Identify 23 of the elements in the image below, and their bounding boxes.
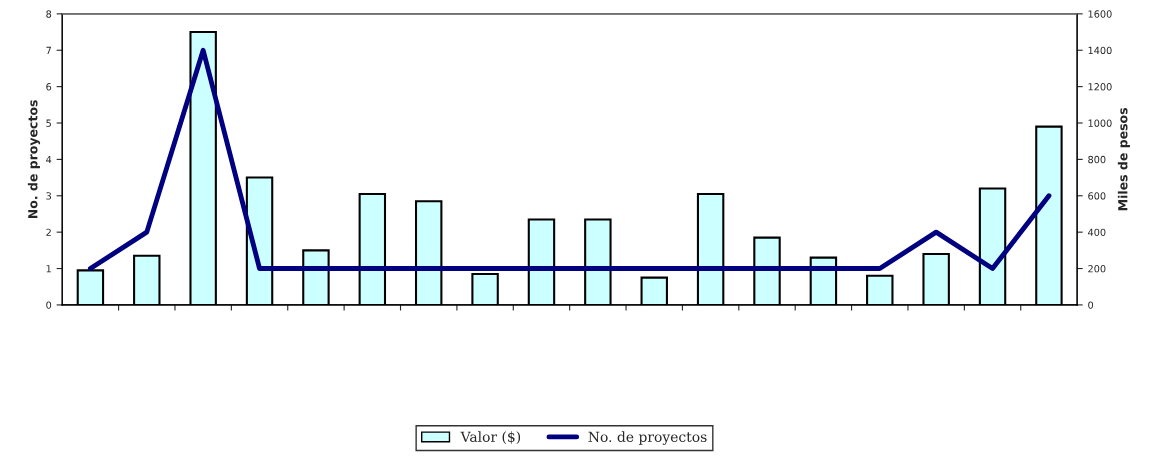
y2-tick-label: 1200 bbox=[1088, 83, 1112, 91]
legend-label: Valor ($) bbox=[460, 431, 521, 444]
y2-tick-label: 1400 bbox=[1088, 46, 1112, 55]
y2-tick-label: 1000 bbox=[1088, 119, 1112, 127]
y-tick-label: 7 bbox=[46, 46, 51, 54]
y-tick-label: 8 bbox=[46, 10, 52, 18]
y-tick-label: 1 bbox=[46, 265, 51, 273]
y2-axis-title: Miles de pesos bbox=[1117, 108, 1130, 211]
y2-tick-label: 0 bbox=[1088, 301, 1094, 309]
y-tick-label: 5 bbox=[46, 119, 51, 127]
y-tick-label: 6 bbox=[46, 83, 52, 91]
line-series bbox=[87, 47, 1052, 271]
y2-tick-label: 600 bbox=[1088, 192, 1106, 200]
y-tick-label: 3 bbox=[46, 192, 52, 200]
y-tick-label: 0 bbox=[46, 301, 52, 309]
y2-tick-label: 400 bbox=[1088, 228, 1106, 236]
legend-label: No. de proyectos bbox=[588, 431, 707, 445]
y-axis-title: No. de proyectos bbox=[27, 100, 41, 219]
y2-tick-label: 800 bbox=[1088, 155, 1106, 164]
y2-tick-label: 200 bbox=[1088, 265, 1106, 273]
y2-tick-label: 1600 bbox=[1088, 10, 1112, 18]
y-tick-label: 4 bbox=[46, 156, 52, 164]
y-tick-label: 2 bbox=[46, 228, 51, 236]
